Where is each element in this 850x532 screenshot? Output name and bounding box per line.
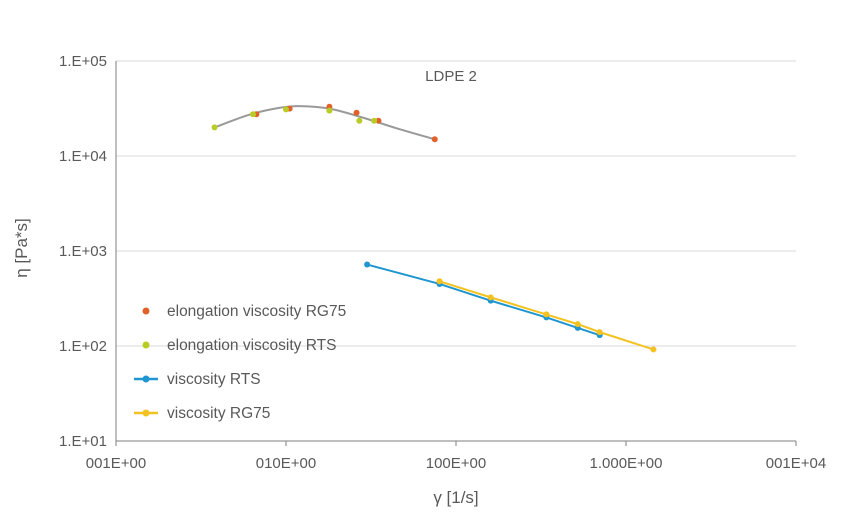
legend-label: viscosity RG75 [167,405,270,422]
x-axis-label: γ [1/s] [433,488,478,507]
series-3 [436,278,657,353]
legend-marker [142,341,150,349]
data-point [353,109,360,116]
series [211,103,657,353]
legend-item: elongation viscosity RG75 [142,303,346,320]
data-point [487,294,494,301]
x-tick-label: 1.000E+00 [590,455,663,472]
y-axis-label: η [Pa*s] [12,218,31,278]
data-point [250,111,257,118]
legend-label: viscosity RTS [167,371,261,388]
legend-marker [142,307,150,315]
y-tick-label: 1.E+04 [59,148,107,165]
legend-label: elongation viscosity RG75 [167,303,346,320]
y-tick-label: 1.E+05 [59,53,107,70]
x-tick-label: 010E+00 [256,455,316,472]
data-point [574,321,581,328]
data-point [326,107,333,114]
data-point [283,106,289,113]
x-tick-label: 100E+00 [426,455,486,472]
x-tick-label: 001E+00 [86,455,146,472]
x-tick-label: 001E+04 [766,455,826,472]
axes [115,61,797,446]
trendlines [214,105,436,141]
data-point [431,136,438,143]
trendline [214,105,436,141]
series-line [366,263,600,337]
data-point [436,278,443,285]
series-0 [253,103,438,143]
grid-lines [116,60,796,347]
tick-labels: 1.E+01 1.E+02 1.E+03 1.E+04 1.E+05 001E+00 010… [59,53,826,472]
legend: elongation viscosity RG75 elongation visc… [134,303,346,422]
data-point [371,117,378,124]
data-point [543,311,550,318]
legend-item: elongation viscosity RTS [142,337,336,354]
data-point [211,124,218,131]
data-point [650,346,657,353]
legend-item: viscosity RTS [134,371,261,388]
y-tick-label: 1.E+03 [59,243,107,260]
data-point [375,117,382,124]
series-2 [364,261,603,339]
data-point [596,329,603,336]
legend-marker [142,375,150,383]
chart-title: LDPE 2 [425,68,477,85]
legend-label: elongation viscosity RTS [167,337,336,354]
legend-marker [142,409,150,417]
legend-item: viscosity RG75 [134,405,270,422]
data-point [364,261,371,268]
y-tick-label: 1.E+01 [59,433,107,450]
y-tick-label: 1.E+02 [59,338,107,355]
series-1 [211,106,378,131]
series-line [439,280,654,351]
data-point [356,117,363,124]
